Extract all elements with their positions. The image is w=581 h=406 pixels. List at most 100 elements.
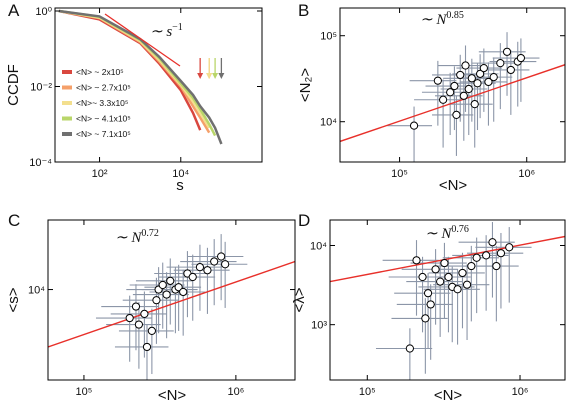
point (450, 81, 459, 91)
reference-line (104, 13, 181, 67)
x-tick-label: 10⁶ (518, 168, 535, 180)
point (467, 74, 476, 83)
y-tick-label: 10⁴ (28, 285, 45, 297)
point (502, 47, 512, 56)
point (467, 261, 476, 271)
annotation: ∼ N0.76 (425, 224, 469, 242)
point (461, 61, 470, 70)
point (405, 344, 414, 353)
point (489, 73, 498, 82)
annotation-exponent: 0.85 (446, 10, 464, 21)
y-axis-label: CCDF (5, 64, 22, 106)
annotation-base: ∼ N (425, 226, 452, 242)
panel-label: D (298, 211, 310, 230)
x-axis-label: <N> (158, 387, 187, 404)
panel-label: B (298, 1, 309, 20)
x-tick-label: 10⁶ (512, 386, 529, 398)
y-axis-label: <λ> (291, 287, 308, 312)
ccdf-line (58, 9, 223, 145)
point (492, 261, 501, 271)
point (158, 280, 167, 290)
panel: 10⁵ 10⁶ 10⁴ C <N> <s> ∼ N0.72 (5, 211, 296, 404)
y-tick-label: 10⁰ (35, 6, 52, 18)
point (412, 256, 421, 265)
annotation-exponent: 0.72 (141, 228, 159, 239)
plot-area (58, 9, 223, 145)
plot-area (48, 234, 295, 380)
legend-label: <N> ~ 2x10⁵ (76, 67, 124, 77)
point (423, 289, 433, 298)
point (484, 77, 493, 87)
point (472, 253, 481, 262)
point (440, 258, 449, 268)
point (203, 266, 212, 275)
annotation: ∼ N0.85 (420, 10, 464, 28)
point (496, 249, 506, 258)
annotation: ∼ s−1 (150, 22, 183, 40)
annotation: ∼ N0.72 (115, 228, 159, 246)
plot-area (340, 32, 565, 162)
x-axis-label: s (176, 177, 184, 194)
arrow-head (206, 73, 213, 79)
point (188, 272, 197, 282)
annotation-base: ∼ N (115, 230, 142, 246)
point (446, 88, 455, 97)
point (433, 76, 442, 85)
plot-area (330, 222, 565, 380)
y-tick-label: 10⁴ (320, 117, 337, 129)
point (131, 302, 141, 311)
x-tick-label: 10⁵ (359, 386, 376, 398)
x-tick-label: 10⁵ (76, 386, 93, 398)
point (482, 251, 491, 260)
point (459, 91, 468, 100)
axes-frame (339, 7, 566, 163)
point (496, 59, 505, 68)
axes-frame (47, 219, 296, 381)
point (421, 314, 430, 323)
point (409, 121, 419, 130)
point (125, 313, 134, 323)
point (479, 64, 488, 73)
x-tick-label: 10⁴ (172, 168, 189, 180)
point (142, 342, 152, 352)
x-tick-label: 10⁶ (227, 386, 244, 398)
point (195, 263, 205, 272)
point (516, 53, 526, 63)
point (453, 285, 462, 294)
point (217, 252, 226, 261)
y-tick-label: 10⁻⁴ (29, 157, 52, 169)
fit-line (340, 64, 565, 143)
legend-label: <N> ~ 4.1x10⁵ (76, 114, 131, 124)
fit-line (330, 235, 565, 283)
legend-label: <N> ~ 7.1x10⁵ (76, 129, 131, 139)
panel-label: A (8, 1, 20, 20)
annotation-base: ∼ N (420, 12, 447, 28)
x-axis-label: <N> (439, 177, 468, 194)
annotation-exponent: 0.76 (451, 224, 469, 235)
y-axis-label: <N₂> (297, 68, 314, 102)
panel: 10⁵ 10⁶ 10⁴ 10⁵ B <N> <N₂> ∼ N0.85 (297, 1, 566, 194)
point (473, 79, 482, 88)
point (426, 300, 435, 309)
point (418, 272, 427, 282)
axes-frame (329, 219, 566, 381)
fit-line (48, 260, 295, 348)
point (476, 69, 485, 78)
point (166, 276, 175, 285)
x-tick-label: 10² (92, 168, 108, 180)
y-tick-label: 10⁴ (310, 241, 327, 253)
panel-label: C (8, 211, 20, 230)
x-axis-label: <N> (434, 387, 463, 404)
point (464, 84, 473, 94)
point (505, 243, 514, 252)
point (456, 70, 465, 80)
arrow-head (212, 73, 219, 79)
point (444, 272, 453, 282)
arrow-head (218, 73, 225, 79)
y-tick-label: 10⁻² (30, 81, 52, 93)
x-tick-label: 10⁵ (391, 168, 408, 180)
point (488, 238, 497, 247)
point (162, 290, 171, 299)
